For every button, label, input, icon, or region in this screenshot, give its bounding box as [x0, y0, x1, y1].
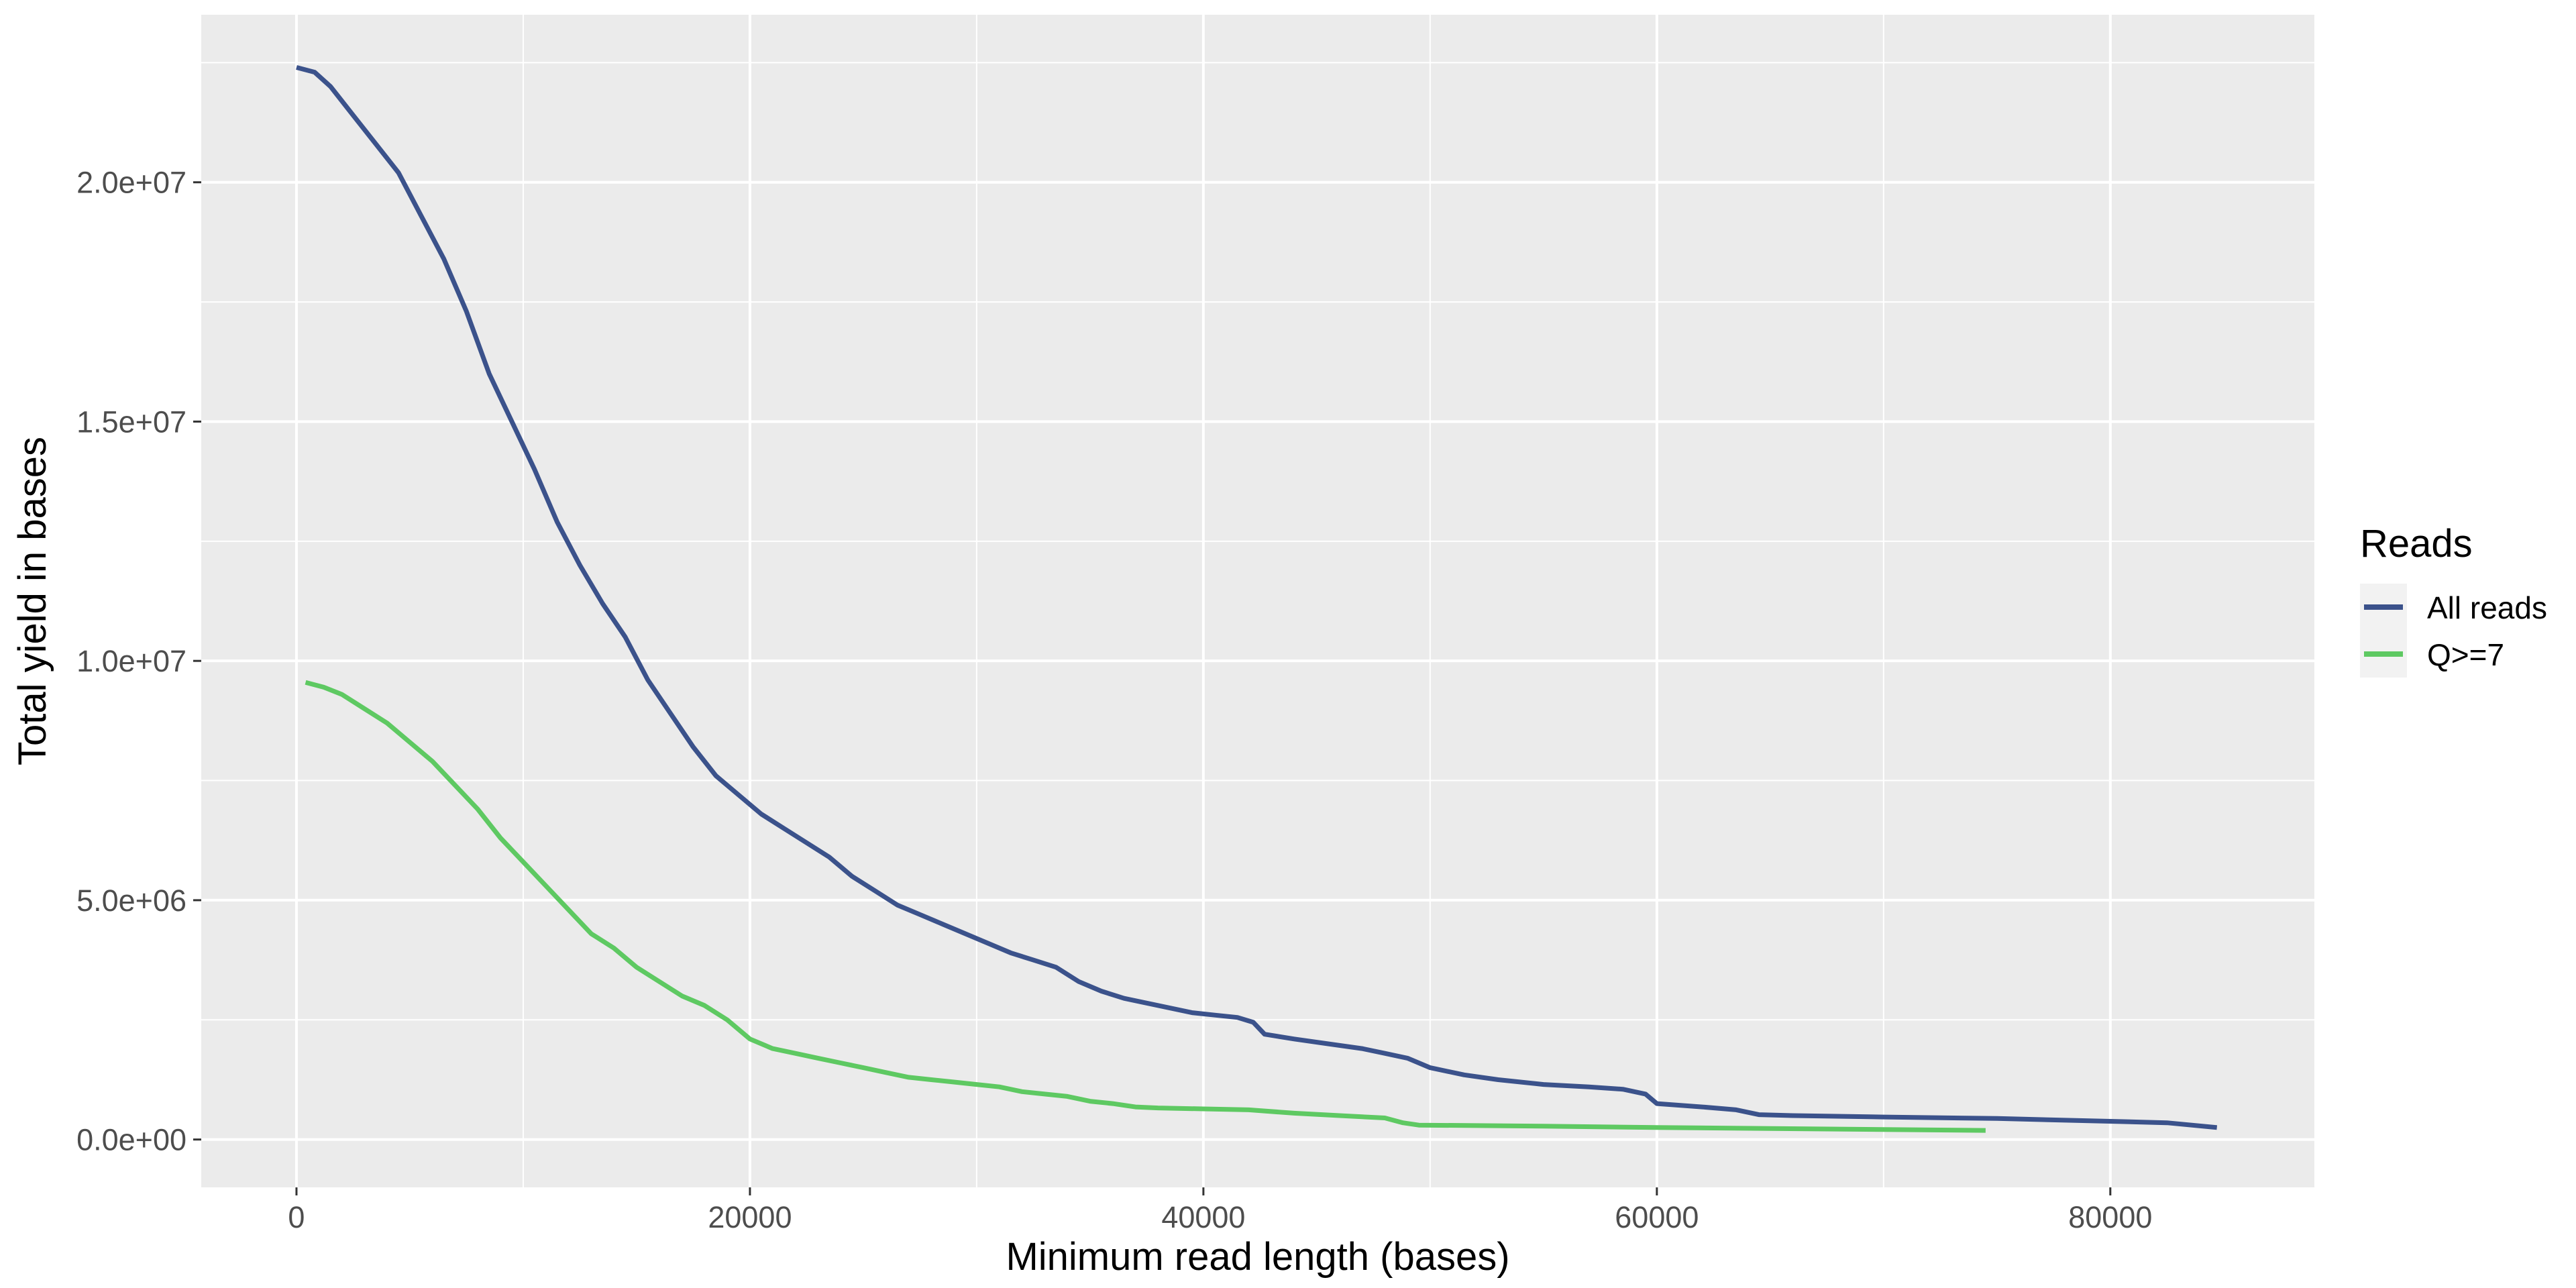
legend-label: All reads: [2427, 590, 2547, 625]
y-tick-label: 5.0e+06: [76, 883, 186, 918]
y-tick-label: 0.0e+00: [76, 1123, 186, 1157]
series-line-q-7: [305, 680, 1986, 1133]
grid-major: [201, 15, 2314, 1187]
series-layer: [296, 65, 2218, 1133]
plot-panel: [201, 15, 2314, 1187]
legend-label: Q>=7: [2427, 637, 2504, 672]
y-axis: 0.0e+00 5.0e+06 1.0e+07 1.5e+07 2.0e+07: [76, 166, 201, 1157]
series-line-all-reads: [296, 65, 2218, 1130]
x-tick-label: 60000: [1615, 1200, 1699, 1234]
x-tick-label: 80000: [2068, 1200, 2152, 1234]
grid-minor: [201, 15, 2314, 1187]
legend-title: Reads: [2360, 522, 2473, 566]
y-tick-label: 1.0e+07: [76, 644, 186, 678]
x-axis-title: Minimum read length (bases): [1006, 1235, 1509, 1279]
x-tick-label: 20000: [708, 1200, 792, 1234]
x-tick-label: 0: [288, 1200, 305, 1234]
legend: Reads All reads Q>=7: [2360, 522, 2547, 678]
y-tick-label: 1.5e+07: [76, 405, 186, 439]
x-tick-label: 40000: [1161, 1200, 1245, 1234]
x-axis: 0 20000 40000 60000 80000: [288, 1187, 2152, 1234]
y-tick-label: 2.0e+07: [76, 166, 186, 200]
legend-entry-q7: Q>=7: [2360, 631, 2504, 678]
legend-entry-all-reads: All reads: [2360, 584, 2547, 631]
y-axis-title: Total yield in bases: [11, 437, 54, 765]
